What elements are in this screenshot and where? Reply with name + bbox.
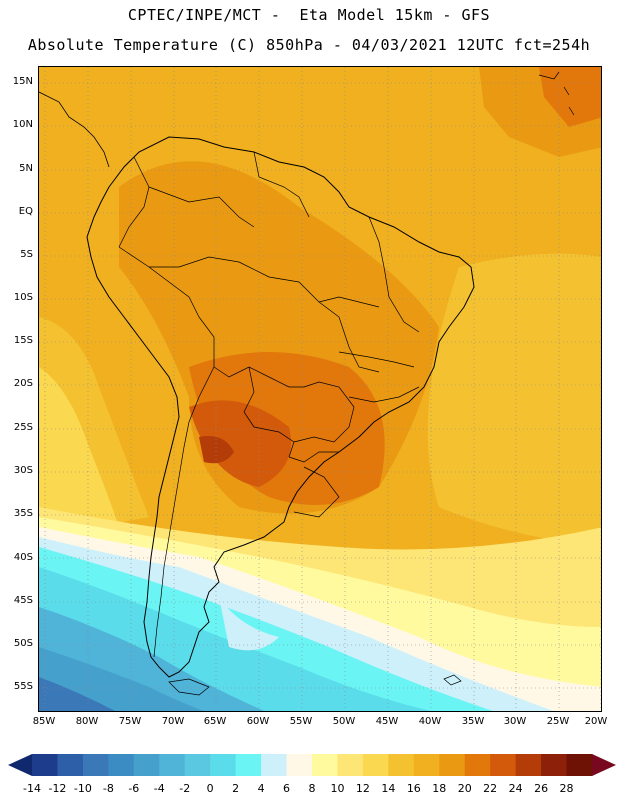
tierra-del-fuego bbox=[168, 678, 210, 696]
colorbar-swatch bbox=[133, 754, 160, 776]
colorbar-swatch bbox=[413, 754, 440, 776]
lon-label: 55W bbox=[289, 716, 313, 727]
colorbar-tick-label: 26 bbox=[534, 782, 549, 795]
colorbar-tick-label: -4 bbox=[153, 782, 165, 795]
lat-label: 45S bbox=[13, 595, 33, 606]
colorbar-swatch bbox=[464, 754, 491, 776]
lat-label: 35S bbox=[13, 508, 33, 519]
lat-label: 15S bbox=[13, 335, 33, 346]
colorbar-tick-label: -6 bbox=[128, 782, 140, 795]
lon-label: 70W bbox=[161, 716, 185, 727]
colorbar-tick-label: 2 bbox=[232, 782, 240, 795]
colorbar-swatch bbox=[261, 754, 288, 776]
lat-label: 30S bbox=[13, 465, 33, 476]
colorbar-swatch bbox=[490, 754, 517, 776]
lon-label: 40W bbox=[418, 716, 442, 727]
colorbar-swatch bbox=[159, 754, 186, 776]
colorbar-swatch bbox=[388, 754, 415, 776]
field-band-m8 bbox=[39, 677, 116, 711]
lon-label: 65W bbox=[203, 716, 227, 727]
temperature-map bbox=[38, 66, 602, 712]
colorbar-tick-label: 0 bbox=[206, 782, 214, 795]
colorbar-tick-label: 4 bbox=[257, 782, 265, 795]
colorbar-tick-label: 18 bbox=[432, 782, 447, 795]
colorbar-tick-label: 16 bbox=[406, 782, 421, 795]
lat-label: 40S bbox=[13, 552, 33, 563]
colorbar-swatch bbox=[362, 754, 389, 776]
colorbar-tick-label: 28 bbox=[559, 782, 574, 795]
caribbean-islands bbox=[538, 71, 575, 116]
colorbar-swatch bbox=[235, 754, 262, 776]
field-chaco-core bbox=[199, 436, 234, 464]
colorbar bbox=[8, 754, 616, 776]
colorbar-swatch bbox=[184, 754, 211, 776]
colorbar-tick-label: -2 bbox=[179, 782, 191, 795]
field-pacific-light bbox=[39, 367, 119, 537]
lat-label: 10N bbox=[12, 119, 33, 130]
colorbar-swatch bbox=[32, 754, 58, 776]
lat-label: 25S bbox=[13, 422, 33, 433]
colorbar-swatch bbox=[337, 754, 364, 776]
lat-label: 20S bbox=[13, 378, 33, 389]
lon-label: 30W bbox=[503, 716, 527, 727]
central-america-coastline bbox=[39, 91, 110, 168]
lon-label: 85W bbox=[32, 716, 56, 727]
colorbar-swatch bbox=[439, 754, 466, 776]
chart-title-line1: CPTEC/INPE/MCT - Eta Model 15km - GFS bbox=[127, 6, 491, 24]
colorbar-over-arrow bbox=[592, 754, 616, 776]
lon-label: 80W bbox=[75, 716, 99, 727]
lat-label: 55S bbox=[13, 681, 33, 692]
country-borders bbox=[118, 151, 420, 658]
field-atlantic bbox=[427, 253, 601, 547]
colorbar-tick-label: 20 bbox=[457, 782, 472, 795]
field-ne-hot bbox=[539, 67, 601, 127]
colorbar-swatch bbox=[312, 754, 338, 776]
lon-label: 45W bbox=[375, 716, 399, 727]
lat-label: 5S bbox=[20, 249, 33, 260]
map-canvas bbox=[39, 67, 601, 711]
lon-label: 25W bbox=[546, 716, 570, 727]
lon-label: 75W bbox=[118, 716, 142, 727]
field-patagonia-light bbox=[219, 597, 279, 651]
lon-label: 50W bbox=[332, 716, 356, 727]
colorbar-swatch bbox=[286, 754, 313, 776]
colorbar-tick-label: 22 bbox=[483, 782, 498, 795]
colorbar-tick-label: 14 bbox=[381, 782, 396, 795]
lat-label: 50S bbox=[13, 638, 33, 649]
colorbar-tick-label: -12 bbox=[48, 782, 67, 795]
falkland-islands bbox=[443, 674, 462, 686]
colorbar-tick-label: 10 bbox=[330, 782, 345, 795]
colorbar-swatch bbox=[210, 754, 237, 776]
lat-label: EQ bbox=[18, 206, 33, 217]
colorbar-tick-label: 24 bbox=[508, 782, 523, 795]
colorbar-tick-label: 8 bbox=[308, 782, 316, 795]
colorbar-under-arrow bbox=[8, 754, 32, 776]
colorbar-swatch bbox=[541, 754, 568, 776]
lon-label: 60W bbox=[246, 716, 270, 727]
colorbar-swatch bbox=[57, 754, 84, 776]
colorbar-tick-label: 12 bbox=[355, 782, 370, 795]
colorbar-tick-label: 6 bbox=[283, 782, 291, 795]
colorbar-tick-label: -8 bbox=[102, 782, 114, 795]
field-chaco-hot bbox=[189, 400, 291, 487]
colorbar-tick-label: -14 bbox=[23, 782, 41, 795]
chart-title-line2: Absolute Temperature (C) 850hPa - 04/03/… bbox=[27, 36, 591, 54]
colorbar-swatch bbox=[108, 754, 135, 776]
lon-label: 20W bbox=[584, 716, 608, 727]
colorbar-swatch bbox=[82, 754, 109, 776]
lat-label: 15N bbox=[12, 76, 33, 87]
lat-label: 5N bbox=[19, 163, 33, 174]
colorbar-swatch bbox=[515, 754, 542, 776]
colorbar-tick-label: -10 bbox=[73, 782, 92, 795]
lat-label: 10S bbox=[13, 292, 33, 303]
colorbar-swatch bbox=[566, 754, 593, 776]
lon-label: 35W bbox=[461, 716, 485, 727]
